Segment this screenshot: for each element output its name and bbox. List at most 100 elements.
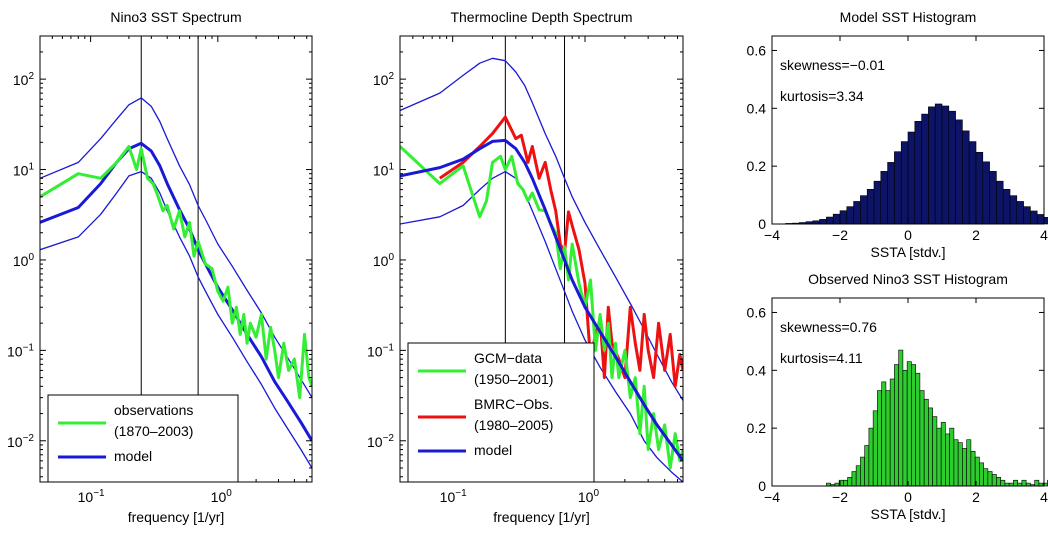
- histogram-bar: [900, 141, 909, 225]
- histogram-bar: [1023, 206, 1031, 225]
- histogram-bar: [889, 378, 895, 487]
- y-tick-label: 101: [373, 162, 395, 179]
- histogram-bar: [919, 390, 925, 487]
- y-tick-label: 10−2: [7, 433, 34, 450]
- histogram-bar: [877, 390, 882, 487]
- histogram-bar: [1030, 210, 1038, 225]
- histogram-bar: [991, 474, 997, 487]
- histogram-bar: [880, 171, 888, 225]
- histogram-bar: [864, 445, 870, 487]
- y-tick-label: 0: [758, 216, 766, 232]
- histogram-bar: [860, 456, 865, 487]
- legend-label: model: [114, 448, 152, 464]
- histogram-bar: [962, 448, 967, 487]
- chart-title: Thermocline Depth Spectrum: [450, 9, 632, 25]
- x-tick-label: −4: [764, 227, 780, 243]
- legend-label: BMRC−Obs.: [474, 396, 553, 412]
- histogram-bar: [872, 410, 878, 487]
- histogram-bar: [1021, 479, 1027, 487]
- histogram-bar: [915, 372, 921, 487]
- histogram-bar: [970, 450, 976, 487]
- spectrum-panel-2: Thermocline Depth Spectrum 10−2 10−1 100 101…: [367, 9, 684, 525]
- histogram-bar: [982, 161, 990, 225]
- histogram-bar: [966, 439, 972, 487]
- legend: GCM−data (1950–2001) BMRC−Obs. (1980–2005) m…: [407, 342, 595, 483]
- series-line-band-2: [40, 97, 312, 398]
- spectrum-panel-1: Nino3 SST Spectrum 10−2 10−1 100 101 102 10−1 1…: [7, 9, 313, 525]
- y-tick-label: 102: [373, 71, 395, 88]
- histogram-bar: [819, 219, 827, 225]
- legend-label-period: (1870–2003): [114, 423, 193, 439]
- histogram-bar: [1034, 479, 1040, 487]
- histogram-bar: [902, 370, 908, 487]
- histogram-bar: [921, 113, 929, 225]
- histogram-bar: [885, 390, 891, 487]
- bars: [826, 349, 1048, 487]
- histogram-bar: [1043, 217, 1048, 225]
- x-tick-label: 10−1: [440, 488, 467, 505]
- y-tick-label: 10−2: [367, 433, 394, 450]
- x-tick-label: 100: [578, 488, 600, 505]
- histogram-bar: [887, 162, 895, 225]
- chart-title: Observed Nino3 SST Histogram: [808, 271, 1008, 287]
- y-tick-label: 0.2: [747, 158, 767, 174]
- histogram-bar: [826, 216, 834, 225]
- histogram-bar: [975, 151, 984, 225]
- series-line-observations: [40, 145, 312, 400]
- y-tick-label: 102: [13, 71, 35, 88]
- histogram-panel-2: Observed Nino3 SST Histogram 0 0.2 0.4 0.6 −4…: [747, 271, 1048, 522]
- histogram-bar: [989, 171, 997, 225]
- histogram-bar: [941, 105, 950, 225]
- histogram-bar: [945, 433, 950, 487]
- legend: observations (1870–2003) model: [47, 394, 239, 483]
- histogram-bar: [996, 477, 1001, 487]
- histogram-bar: [957, 442, 963, 487]
- histogram-bar: [996, 180, 1004, 225]
- histogram-bar: [1036, 214, 1045, 225]
- histogram-bar: [1013, 479, 1018, 487]
- histogram-bar: [898, 349, 904, 487]
- y-tick-label: 0.4: [747, 100, 767, 116]
- histogram-bar: [968, 141, 977, 225]
- legend-label-period: (1950–2001): [474, 371, 553, 387]
- histogram-bar: [949, 427, 955, 487]
- y-tick-label: 0.6: [747, 304, 767, 320]
- histogram-bar: [979, 462, 984, 487]
- x-axis-label: frequency [1/yr]: [128, 509, 225, 525]
- histogram-bar: [987, 471, 993, 487]
- histogram-bar: [868, 427, 874, 487]
- histogram-bar: [928, 106, 936, 225]
- y-tick-label: 0: [758, 478, 766, 494]
- chart-title: Nino3 SST Spectrum: [110, 9, 241, 25]
- histogram-bar: [953, 439, 959, 487]
- y-tick-label: 10−1: [7, 342, 34, 359]
- histogram-bar: [1009, 195, 1018, 225]
- histogram-panel-1: Model SST Histogram 0 0.2 0.4 0.6 −4 −2 0 2 4 SSTA…: [747, 9, 1048, 260]
- bars: [785, 103, 1048, 225]
- x-tick-label: 10−1: [78, 488, 105, 505]
- x-tick-label: 100: [211, 488, 233, 505]
- x-tick-label: 0: [904, 227, 912, 243]
- histogram-bar: [932, 416, 938, 487]
- histogram-bar: [940, 422, 946, 487]
- legend-label: model: [474, 442, 512, 458]
- x-axis-label: frequency [1/yr]: [493, 509, 590, 525]
- histogram-bar: [894, 364, 899, 487]
- histogram-bar: [1000, 479, 1006, 487]
- x-tick-label: 4: [1040, 227, 1048, 243]
- histogram-bar: [962, 130, 970, 225]
- histogram-bar: [860, 195, 868, 225]
- histogram-bar: [839, 210, 848, 225]
- legend-label-period: (1980–2005): [474, 417, 553, 433]
- histogram-bar: [832, 213, 841, 225]
- y-tick-label: 0.4: [747, 362, 767, 378]
- x-axis-label: SSTA [stdv.]: [871, 506, 946, 522]
- series-line-gcm-data: [400, 145, 683, 470]
- x-tick-label: −2: [832, 227, 848, 243]
- y-tick-label: 101: [13, 162, 35, 179]
- histogram-bar: [881, 381, 887, 487]
- series-line-model: [400, 138, 683, 462]
- histogram-bar: [928, 407, 933, 487]
- series-line-band-1: [400, 57, 683, 401]
